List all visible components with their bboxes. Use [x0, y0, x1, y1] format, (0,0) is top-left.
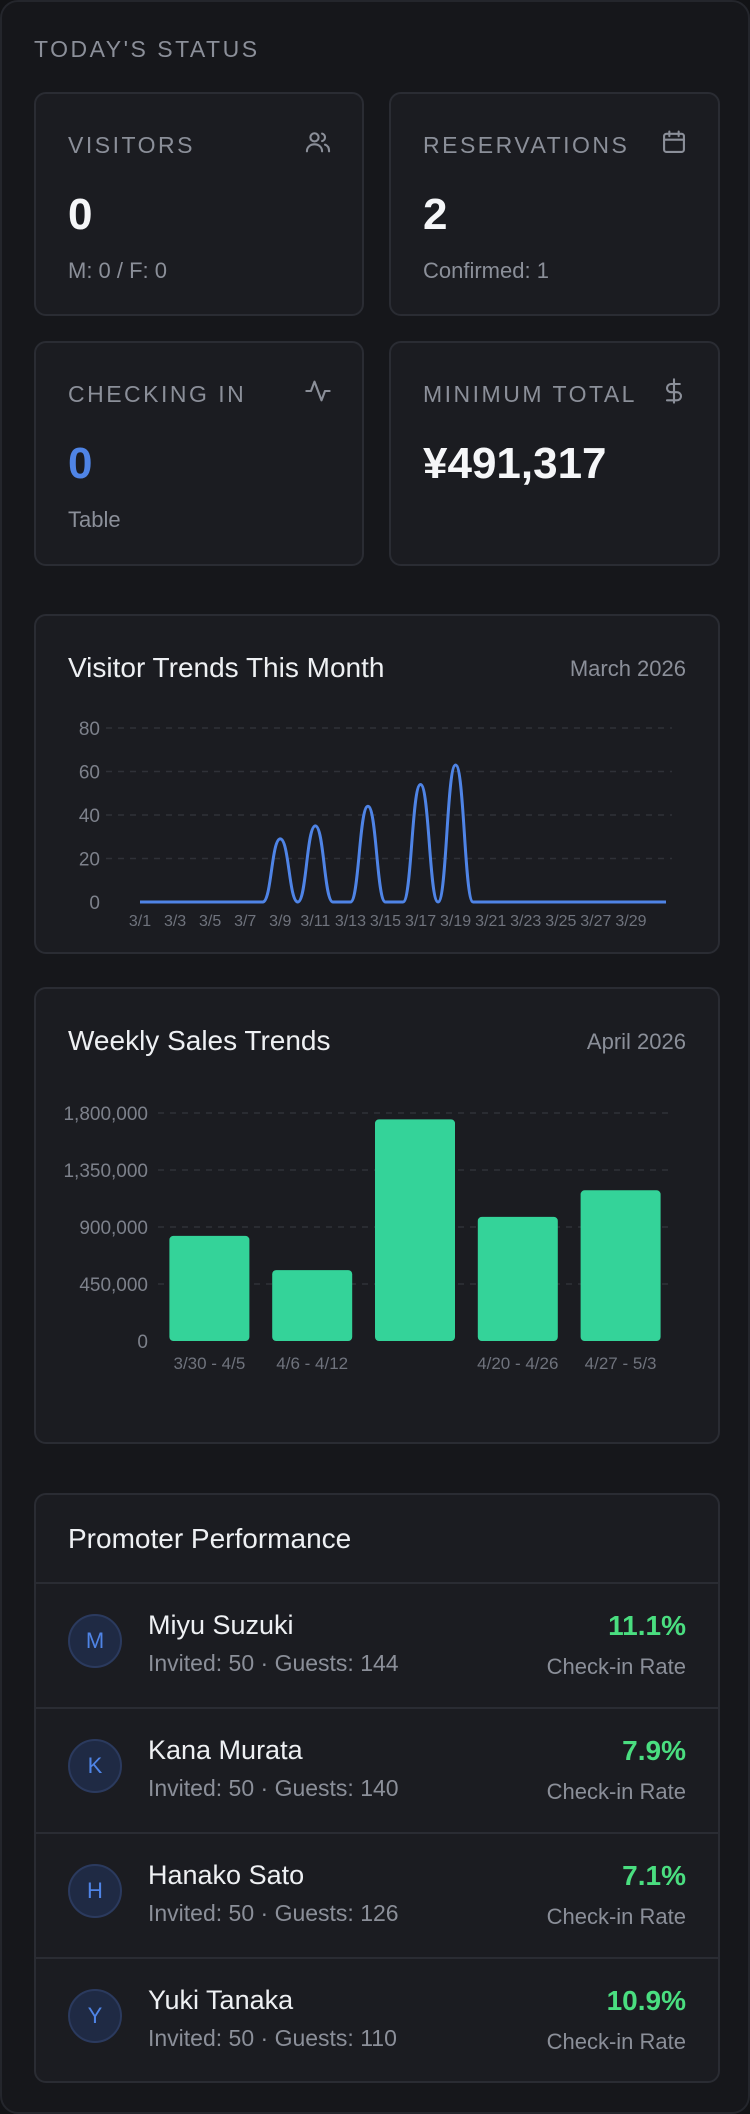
- sales-bar: [580, 1190, 661, 1341]
- check-in-rate-label: Check-in Rate: [546, 1904, 686, 1929]
- visitor-series-line: [139, 763, 666, 904]
- promoter-row[interactable]: Y Yuki Tanaka Invited: 50 · Guests: 110 …: [36, 1957, 718, 2082]
- weekly-sales-chart: 0 450,000 900,000 1,350,000 1,800,000 3/30 - …: [63, 1104, 672, 1373]
- y-tick-label: 0: [137, 1332, 148, 1353]
- sales-bar: [169, 1235, 250, 1341]
- visitors-value: 0: [68, 190, 93, 239]
- x-tick-label: 3/27: [580, 913, 611, 930]
- reservations-confirmed: Confirmed: 1: [423, 258, 549, 283]
- checking-in-unit: Table: [68, 507, 121, 532]
- y-tick-label: 900,000: [79, 1218, 148, 1239]
- visitors-card[interactable]: VISITORS 0 M: 0 / F: 0: [34, 92, 364, 316]
- x-tick-label: 3/25: [545, 913, 576, 930]
- x-tick-label: 4/6 - 4/12: [276, 1354, 348, 1373]
- sales-bar: [272, 1270, 353, 1341]
- promoter-stats: Invited: 50 · Guests: 140: [148, 1775, 399, 1801]
- weekly-sales-title: Weekly Sales Trends: [68, 1025, 331, 1056]
- x-tick-label: 3/21: [475, 913, 506, 930]
- y-tick-label: 40: [79, 806, 100, 827]
- y-tick-label: 450,000: [79, 1275, 148, 1296]
- promoter-performance-card: Promoter Performance M Miyu Suzuki Invit…: [34, 1493, 720, 2083]
- promoter-row[interactable]: H Hanako Sato Invited: 50 · Guests: 126 …: [36, 1832, 718, 1957]
- check-in-rate-value: 10.9%: [606, 1985, 686, 2016]
- x-tick-label: 3/23: [510, 913, 541, 930]
- y-tick-label: 20: [79, 850, 100, 871]
- checking-in-card[interactable]: CHECKING IN 0 Table: [34, 341, 364, 566]
- promoter-name: Yuki Tanaka: [148, 1985, 294, 2015]
- promoter-stats: Invited: 50 · Guests: 110: [148, 2025, 397, 2051]
- check-in-rate-value: 11.1%: [608, 1610, 686, 1641]
- weekly-sales-period: April 2026: [586, 1029, 686, 1054]
- section-title: TODAY'S STATUS: [34, 36, 260, 62]
- x-tick-label: 3/13: [335, 913, 366, 930]
- weekly-sales-card: Weekly Sales Trends April 2026 0 450,000 9…: [34, 987, 720, 1444]
- check-in-rate-value: 7.1%: [622, 1860, 686, 1891]
- y-tick-label: 60: [79, 763, 100, 784]
- dollar-icon: [665, 378, 683, 404]
- check-in-rate-label: Check-in Rate: [546, 2029, 686, 2054]
- avatar: Y: [68, 1989, 122, 2043]
- promoter-row[interactable]: K Kana Murata Invited: 50 · Guests: 140 …: [36, 1707, 718, 1832]
- promoter-name: Miyu Suzuki: [148, 1610, 294, 1640]
- sales-bar: [477, 1216, 558, 1341]
- activity-icon: [305, 380, 331, 402]
- x-tick-label: 3/15: [370, 913, 401, 930]
- x-tick-label: 3/19: [440, 913, 471, 930]
- visitor-trends-period: March 2026: [569, 656, 686, 681]
- reservations-card[interactable]: RESERVATIONS 2 Confirmed: 1: [389, 92, 720, 316]
- checking-in-value: 0: [68, 439, 93, 488]
- promoter-row[interactable]: M Miyu Suzuki Invited: 50 · Guests: 144 …: [36, 1582, 718, 1707]
- x-tick-label: 3/7: [234, 913, 256, 930]
- promoter-name: Hanako Sato: [148, 1860, 305, 1890]
- visitor-trends-card: Visitor Trends This Month March 2026 0 20…: [34, 614, 720, 954]
- avatar: M: [68, 1614, 122, 1668]
- visitor-trends-chart: 0 20 40 60 80 3/1 3/3 3/5 3/7 3/9 3/11 3/13 3/15 3/17…: [79, 719, 672, 930]
- y-tick-label: 80: [79, 719, 100, 740]
- x-tick-label: 4/20 - 4/26: [477, 1354, 558, 1373]
- promoter-stats: Invited: 50 · Guests: 144: [148, 1650, 399, 1676]
- avatar: H: [68, 1864, 122, 1918]
- visitors-label: VISITORS: [68, 132, 195, 158]
- promoter-name: Kana Murata: [148, 1735, 303, 1765]
- x-tick-label: 4/27 - 5/3: [585, 1354, 657, 1373]
- x-tick-label: 3/17: [405, 913, 436, 930]
- visitors-gender-breakdown: M: 0 / F: 0: [68, 258, 168, 283]
- x-tick-label: 3/1: [129, 913, 151, 930]
- x-tick-label: 3/3: [164, 913, 186, 930]
- check-in-rate-label: Check-in Rate: [546, 1779, 686, 1804]
- reservations-value: 2: [423, 190, 448, 239]
- sales-bar: [375, 1119, 455, 1341]
- x-tick-label: 3/30 - 4/5: [173, 1354, 245, 1373]
- y-tick-label: 1,800,000: [63, 1104, 148, 1125]
- x-tick-label: 3/29: [615, 913, 646, 930]
- check-in-rate-label: Check-in Rate: [546, 1654, 686, 1679]
- y-tick-label: 0: [89, 893, 100, 914]
- check-in-rate-value: 7.9%: [622, 1735, 686, 1766]
- avatar: K: [68, 1739, 122, 1793]
- y-tick-label: 1,350,000: [63, 1161, 148, 1182]
- users-icon: [305, 132, 331, 153]
- checking-in-label: CHECKING IN: [68, 381, 247, 407]
- minimum-total-card[interactable]: MINIMUM TOTAL ¥491,317: [389, 341, 720, 566]
- minimum-total-label: MINIMUM TOTAL: [423, 381, 637, 407]
- x-tick-label: 3/9: [269, 913, 291, 930]
- calendar-icon: [663, 130, 685, 153]
- reservations-label: RESERVATIONS: [423, 132, 630, 158]
- x-tick-label: 3/11: [300, 913, 330, 930]
- promoter-stats: Invited: 50 · Guests: 126: [148, 1900, 399, 1926]
- minimum-total-value: ¥491,317: [423, 439, 607, 488]
- promoter-performance-title: Promoter Performance: [68, 1523, 352, 1554]
- visitor-trends-title: Visitor Trends This Month: [68, 652, 385, 683]
- x-tick-label: 3/5: [199, 913, 221, 930]
